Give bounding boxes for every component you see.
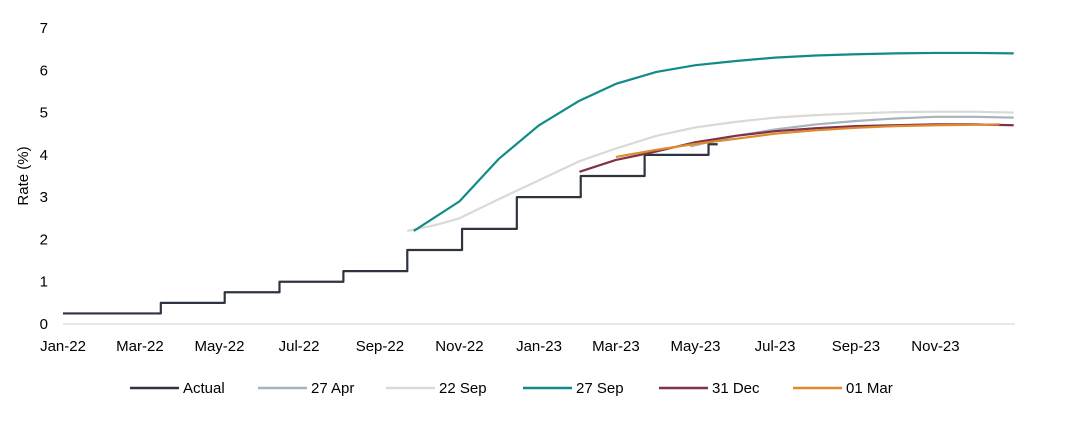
y-tick-label: 3 bbox=[40, 189, 48, 206]
x-tick-label: May-23 bbox=[670, 338, 720, 355]
x-tick-label: May-22 bbox=[194, 338, 244, 355]
legend-label: 22 Sep bbox=[439, 380, 487, 397]
series-line-22-sep bbox=[407, 110, 1014, 233]
x-tick-label: Nov-23 bbox=[911, 338, 959, 355]
x-tick-label: Jan-22 bbox=[40, 338, 86, 355]
legend: Actual 27 Apr 22 Sep 27 Sep 31 Dec 01 Mar bbox=[130, 380, 893, 397]
legend-label: 27 Sep bbox=[576, 380, 624, 397]
y-tick-label: 2 bbox=[40, 231, 48, 248]
legend-label: Actual bbox=[183, 380, 225, 397]
legend-label: 27 Apr bbox=[311, 380, 354, 397]
legend-label: 31 Dec bbox=[712, 380, 760, 397]
y-tick-label: 4 bbox=[40, 147, 48, 164]
x-tick-label: Mar-22 bbox=[116, 338, 164, 355]
x-tick-label: Nov-22 bbox=[435, 338, 483, 355]
y-tick-label: 5 bbox=[40, 105, 48, 122]
y-tick-label: 6 bbox=[40, 62, 48, 79]
y-tick-label: 0 bbox=[40, 316, 48, 333]
y-tick-label: 7 bbox=[40, 20, 48, 37]
x-tick-label: Sep-23 bbox=[832, 338, 880, 355]
x-tick-label: Sep-22 bbox=[356, 338, 404, 355]
x-tick-label: Mar-23 bbox=[592, 338, 640, 355]
series-line-01-mar bbox=[615, 123, 1000, 159]
x-tick-label: Jan-23 bbox=[516, 338, 562, 355]
y-axis-tick-labels: 0 1 2 3 4 5 6 7 bbox=[40, 20, 48, 333]
series-line-27-sep bbox=[413, 51, 1014, 232]
x-tick-label: Jul-23 bbox=[755, 338, 796, 355]
series-line-actual bbox=[63, 143, 718, 315]
x-axis-tick-labels: Jan-22 Mar-22 May-22 Jul-22 Sep-22 Nov-22 Jan-… bbox=[40, 338, 960, 355]
legend-label: 01 Mar bbox=[846, 380, 893, 397]
y-axis-label: Rate (%) bbox=[15, 146, 32, 205]
y-tick-label: 1 bbox=[40, 274, 48, 291]
x-tick-label: Jul-22 bbox=[279, 338, 320, 355]
series-lines bbox=[63, 51, 1014, 315]
